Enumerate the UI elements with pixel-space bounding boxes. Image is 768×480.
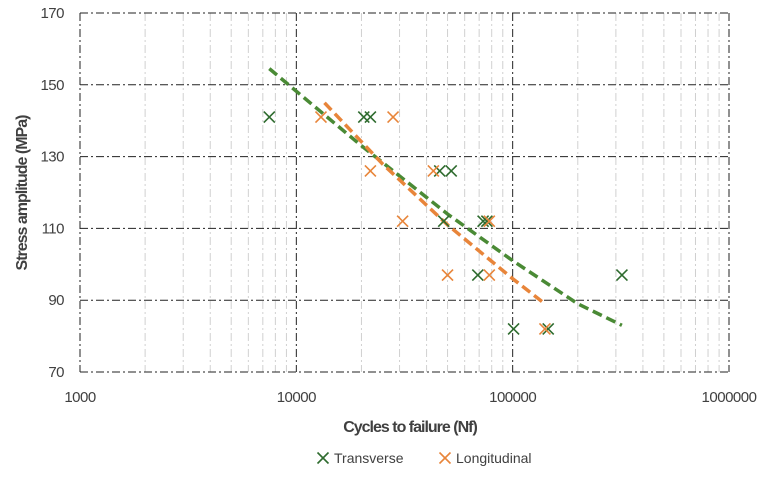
- data-point-transverse: [437, 215, 450, 228]
- data-point-transverse: [471, 269, 484, 282]
- point-stroke: [314, 111, 328, 124]
- data-point-longitudinal: [441, 269, 454, 282]
- point-stroke: [427, 164, 440, 178]
- data-point-longitudinal: [483, 269, 496, 282]
- y-axis-title: Stress amplitude (MPa): [14, 115, 31, 271]
- x-axis-title: Cycles to failure (Nf): [343, 419, 477, 436]
- data-point-transverse: [542, 322, 555, 335]
- y-tick-label: 70: [48, 364, 64, 381]
- x-tick-label: 100000: [489, 389, 536, 406]
- point-stroke: [387, 111, 400, 124]
- point-stroke: [483, 269, 496, 282]
- point-stroke: [364, 164, 377, 178]
- legend-item-transverse: Transverse: [316, 450, 404, 466]
- data-point-longitudinal: [483, 215, 496, 228]
- point-stroke: [441, 269, 454, 282]
- legend-marker: [316, 451, 330, 465]
- data-point-transverse: [445, 164, 458, 178]
- y-tick-label: 110: [42, 220, 65, 237]
- point-stroke: [483, 215, 496, 228]
- y-tick-label: 130: [40, 149, 64, 166]
- point-stroke: [437, 215, 450, 228]
- point-stroke: [445, 164, 458, 178]
- tick-labels: 1000 10000 100000 1000000 70 90 110 130 150 170: [40, 5, 757, 406]
- y-tick-label: 90: [48, 292, 64, 309]
- point-stroke: [396, 215, 409, 228]
- data-point-longitudinal: [396, 215, 409, 228]
- trendlines: [268, 67, 623, 327]
- point-stroke: [507, 322, 520, 335]
- data-point-transverse: [433, 164, 446, 178]
- data-points: [263, 111, 629, 335]
- x-tick-label: 1000000: [702, 389, 757, 406]
- legend-item-longitudinal: Longitudinal: [438, 450, 532, 466]
- data-point-transverse: [480, 215, 493, 228]
- x-tick-label: 10000: [277, 389, 316, 406]
- legend-label: Longitudinal: [456, 450, 532, 466]
- data-point-longitudinal: [364, 164, 377, 178]
- data-point-longitudinal: [427, 164, 440, 178]
- data-point-transverse: [615, 269, 629, 282]
- point-stroke: [471, 269, 484, 282]
- legend: Transverse Longitudinal: [316, 450, 532, 466]
- y-tick-label: 170: [40, 5, 64, 22]
- point-stroke: [364, 111, 377, 124]
- x-tick-label: 1000: [64, 389, 96, 406]
- point-stroke: [263, 111, 276, 124]
- point-stroke: [480, 215, 493, 228]
- grid-lines: [79, 12, 730, 373]
- legend-label: Transverse: [334, 450, 404, 466]
- legend-marker: [438, 451, 452, 465]
- data-point-transverse: [364, 111, 377, 124]
- point-stroke: [538, 322, 552, 335]
- data-point-transverse: [507, 322, 520, 335]
- data-point-longitudinal: [314, 111, 328, 124]
- trendline-transverse: [268, 67, 623, 327]
- y-tick-label: 150: [40, 77, 64, 94]
- point-stroke: [542, 322, 555, 335]
- point-stroke: [615, 269, 629, 282]
- data-point-longitudinal: [387, 111, 400, 124]
- data-point-longitudinal: [538, 322, 552, 335]
- data-point-transverse: [263, 111, 276, 124]
